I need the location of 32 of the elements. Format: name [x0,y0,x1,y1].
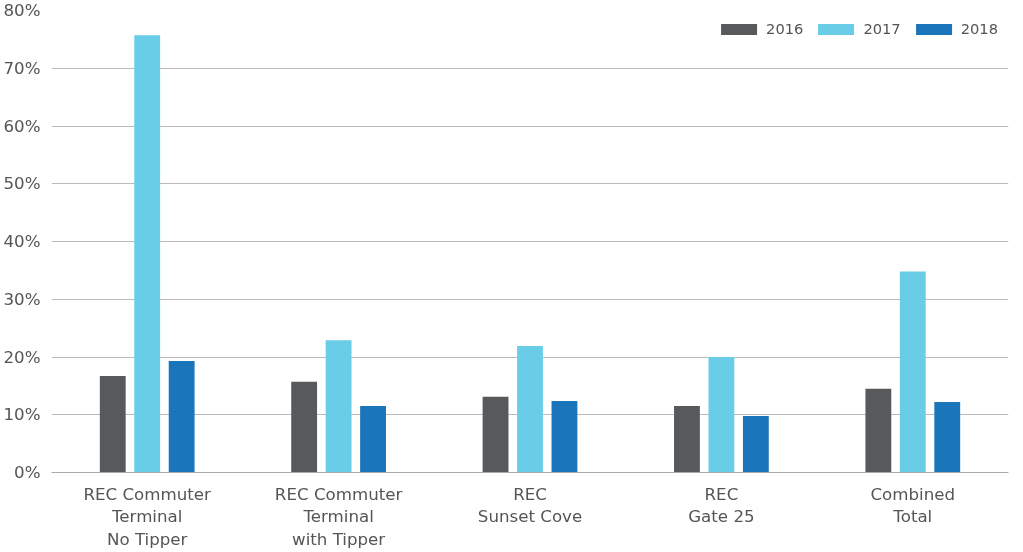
y-tick-label: 0% [14,463,41,482]
y-tick-label: 60% [3,116,41,136]
bar [899,271,926,473]
bar [517,346,543,473]
y-tick-label: 80% [3,1,41,20]
bar [360,406,386,473]
legend-label: 2017 [863,20,901,37]
y-tick-label: 50% [3,174,41,194]
bar [674,406,700,473]
bar [99,376,126,473]
y-tick-label: 40% [3,232,41,251]
x-tick-label: REC Commuter Terminal with Tipper [274,484,403,550]
bar [742,415,769,473]
bar [934,402,961,473]
bar [291,381,318,473]
bar [708,357,735,473]
y-tick-label: 10% [3,405,41,425]
bar [482,396,509,473]
y-tick-label: 30% [3,289,41,309]
y-tick-label: 70% [3,58,41,78]
bar [134,35,161,473]
bar [865,388,892,473]
x-tick-label: REC Commuter Terminal No Tipper [83,484,212,550]
x-tick-label: REC Sunset Cove [477,484,583,527]
legend-label: 2016 [766,20,804,37]
bar [551,400,578,473]
bar [168,361,195,473]
x-tick-label: Combined Total [870,484,956,527]
legend-label: 2018 [960,20,998,37]
bar [325,340,352,473]
x-tick-label: REC Gate 25 [688,484,755,527]
y-tick-label: 20% [3,347,41,367]
